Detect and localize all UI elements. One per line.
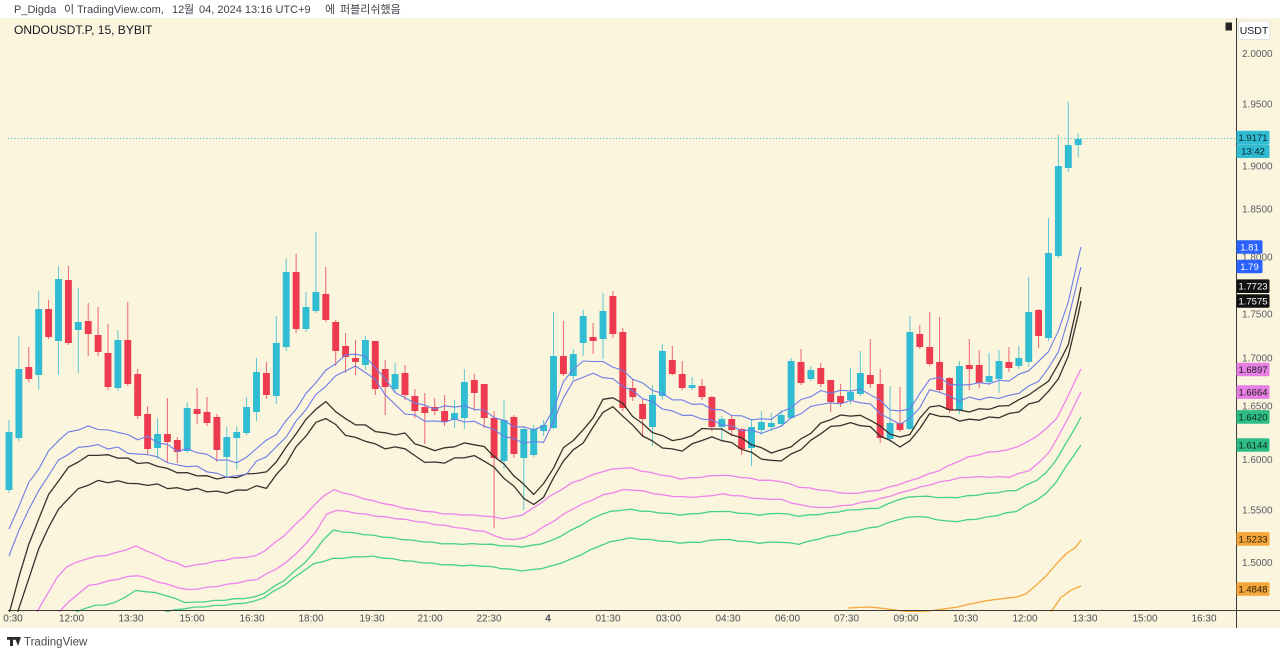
svg-text:1.7723: 1.7723	[1238, 282, 1267, 293]
svg-text:12: 12	[172, 4, 184, 16]
svg-text:09:00: 09:00	[893, 614, 918, 625]
svg-text:TradingView: TradingView	[24, 637, 88, 649]
svg-text:2.0000: 2.0000	[1242, 49, 1273, 60]
svg-text:1.5500: 1.5500	[1242, 506, 1273, 517]
svg-text:1.7500: 1.7500	[1242, 310, 1273, 321]
svg-text:1.9000: 1.9000	[1242, 162, 1273, 173]
svg-text:월: 월	[184, 3, 194, 16]
svg-text:1.4848: 1.4848	[1238, 584, 1267, 595]
svg-text:13:30: 13:30	[1072, 614, 1097, 625]
svg-text:12:00: 12:00	[1012, 614, 1037, 625]
svg-text:1.6144: 1.6144	[1238, 440, 1267, 451]
svg-text:1.7575: 1.7575	[1238, 296, 1267, 307]
svg-text:1.5233: 1.5233	[1238, 534, 1267, 545]
svg-text:13:42: 13:42	[1241, 147, 1265, 158]
svg-text:19:30: 19:30	[359, 614, 384, 625]
svg-text:USDT: USDT	[1240, 25, 1269, 37]
svg-text:13:30: 13:30	[118, 614, 143, 625]
svg-text:4: 4	[545, 614, 551, 625]
svg-text:16:30: 16:30	[1191, 614, 1216, 625]
svg-text:1.9171: 1.9171	[1238, 133, 1267, 144]
svg-text:1.6664: 1.6664	[1238, 388, 1267, 399]
svg-text:1.6000: 1.6000	[1242, 455, 1273, 466]
svg-text:1.6897: 1.6897	[1238, 365, 1267, 376]
svg-text:에: 에	[325, 3, 335, 16]
svg-text:1.6500: 1.6500	[1242, 402, 1273, 413]
svg-text:18:00: 18:00	[298, 614, 323, 625]
svg-text:10:30: 10:30	[953, 614, 978, 625]
svg-text:22:30: 22:30	[476, 614, 501, 625]
svg-text:04:30: 04:30	[715, 614, 740, 625]
svg-text:1.8500: 1.8500	[1242, 205, 1273, 216]
svg-text:15:00: 15:00	[1132, 614, 1157, 625]
svg-text:12:00: 12:00	[59, 614, 84, 625]
svg-text:ONDOUSDT.P, 15, BYBIT: ONDOUSDT.P, 15, BYBIT	[14, 23, 153, 37]
svg-text:1.5000: 1.5000	[1242, 558, 1273, 569]
svg-text:이: 이	[64, 3, 74, 16]
svg-text:P_Digda: P_Digda	[14, 4, 57, 16]
svg-text:퍼블리쉬했음: 퍼블리쉬했음	[340, 3, 401, 16]
svg-text:1.81: 1.81	[1240, 242, 1259, 253]
svg-text:07:30: 07:30	[834, 614, 859, 625]
svg-text:03:00: 03:00	[656, 614, 681, 625]
svg-text:1.6420: 1.6420	[1238, 412, 1267, 423]
svg-text:15:00: 15:00	[179, 614, 204, 625]
svg-text:06:00: 06:00	[775, 614, 800, 625]
svg-text:21:00: 21:00	[417, 614, 442, 625]
svg-text:TradingView.com,: TradingView.com,	[77, 4, 164, 16]
svg-text:01:30: 01:30	[595, 614, 620, 625]
svg-text:1.8000: 1.8000	[1242, 253, 1273, 264]
svg-text:1.79: 1.79	[1240, 262, 1259, 273]
svg-text:16:30: 16:30	[239, 614, 264, 625]
svg-text:04, 2024 13:16 UTC+9: 04, 2024 13:16 UTC+9	[199, 4, 311, 16]
svg-text:1.7000: 1.7000	[1242, 354, 1273, 365]
svg-text:1.9500: 1.9500	[1242, 100, 1273, 111]
svg-text:0:30: 0:30	[3, 614, 23, 625]
